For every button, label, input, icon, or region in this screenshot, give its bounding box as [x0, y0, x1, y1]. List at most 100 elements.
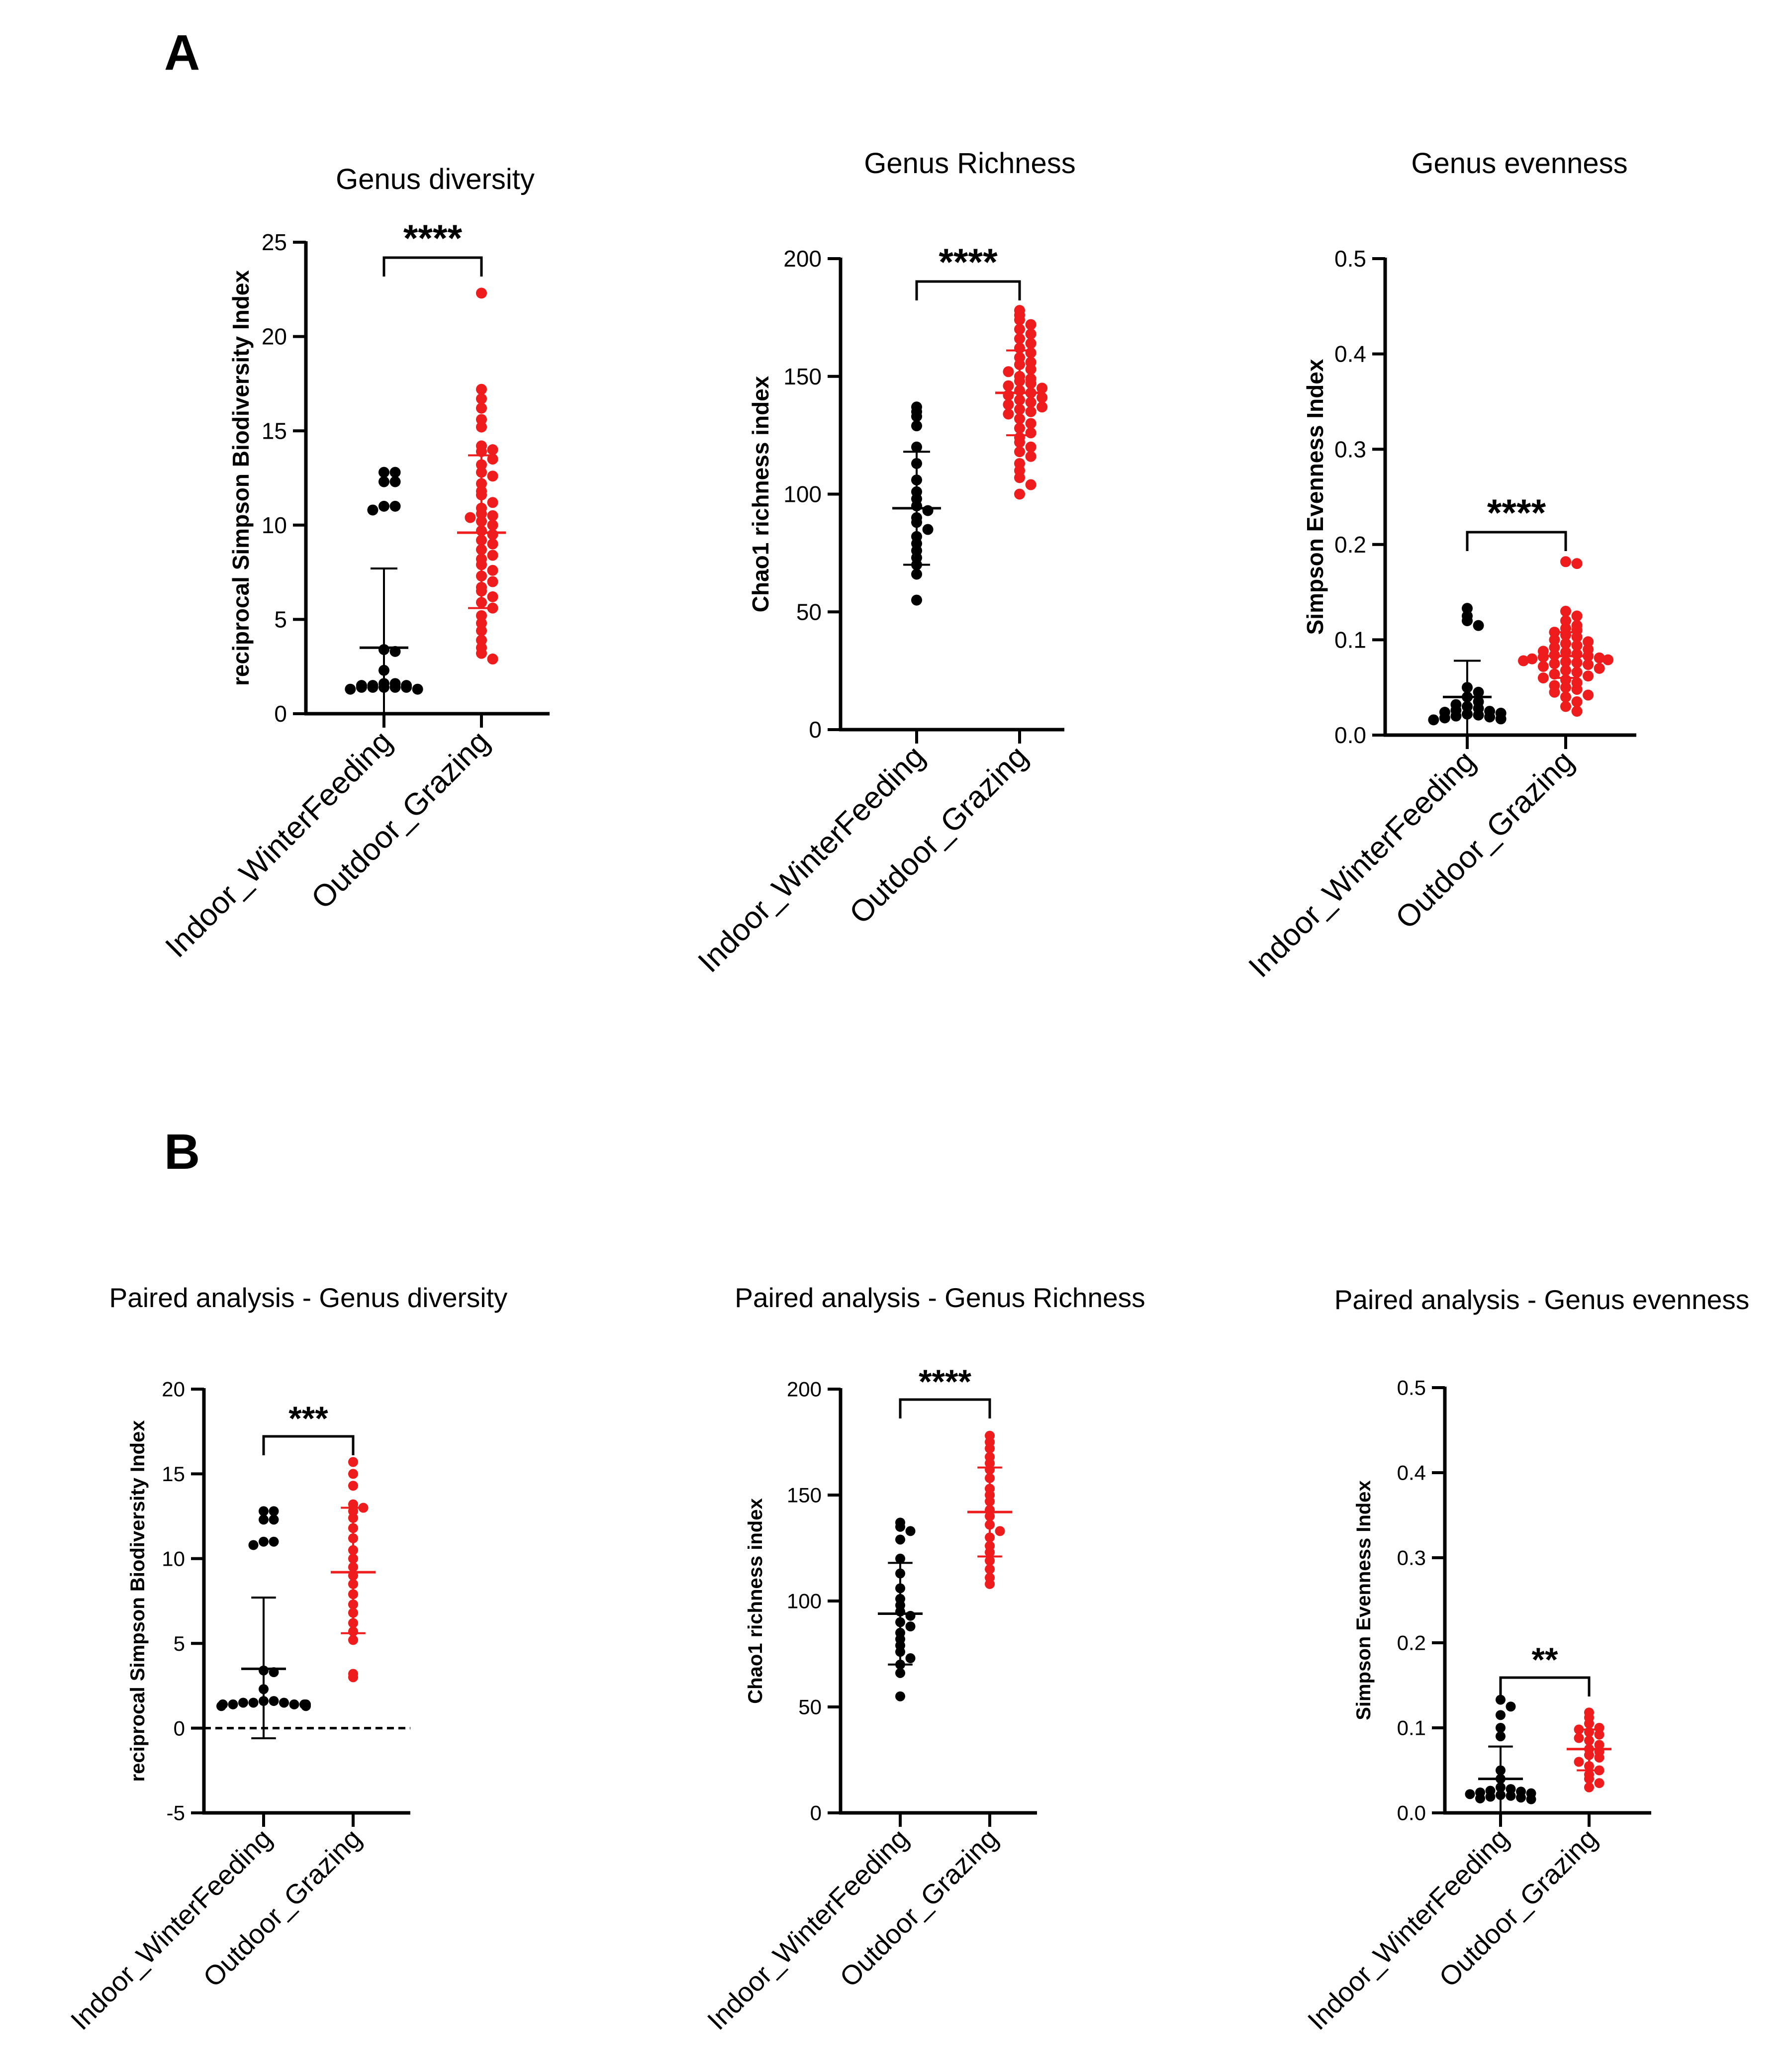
data-point [1439, 712, 1450, 724]
data-point [378, 500, 389, 512]
data-point [487, 471, 498, 482]
series-outdoor [1518, 556, 1613, 717]
panel-label-a: A [164, 25, 200, 81]
data-point [911, 568, 922, 580]
chart-a3: Genus evenness Simpson Evenness Index 0.0 0… [1242, 147, 1636, 984]
data-point [985, 1556, 995, 1566]
data-point [1473, 686, 1484, 698]
data-point [348, 1635, 358, 1645]
y-tick-label: 0.0 [1334, 722, 1366, 748]
data-point [248, 1540, 259, 1550]
x-category-label: Outdoor_Grazing [843, 739, 1035, 931]
data-point [269, 1696, 279, 1706]
data-point [985, 1579, 995, 1589]
data-point [1037, 382, 1048, 394]
chart-b1: Paired analysis - Genus diversity recipro… [65, 1282, 508, 2036]
data-point [389, 476, 401, 487]
data-point [1583, 636, 1594, 648]
data-point [1571, 610, 1583, 622]
data-point [476, 383, 487, 395]
data-point [487, 454, 498, 465]
data-point [1549, 668, 1560, 680]
chart-title: Genus diversity [336, 163, 535, 195]
significance-bracket [915, 280, 1021, 300]
data-point [476, 648, 487, 659]
chart-b2: Paired analysis - Genus Richness Chao1 ri… [701, 1282, 1145, 2036]
y-tick-label: 0.1 [1397, 1716, 1426, 1740]
x-category-label: Outdoor_Grazing [834, 1823, 1004, 1993]
data-point [279, 1697, 289, 1708]
data-point [1014, 446, 1025, 458]
data-point [1571, 666, 1583, 678]
data-point [1025, 451, 1037, 462]
data-point [1537, 661, 1549, 672]
data-point [1025, 427, 1037, 439]
data-point [269, 1506, 279, 1516]
data-point [1475, 1793, 1485, 1803]
x-category-label: Outdoor_Grazing [305, 724, 496, 916]
data-point [985, 1564, 995, 1575]
y-tick-label: 10 [162, 1547, 185, 1571]
data-point [476, 421, 487, 433]
data-point [1594, 652, 1605, 663]
data-point [487, 565, 498, 576]
y-tick-label: 150 [783, 364, 822, 389]
data-point [1571, 558, 1583, 569]
y-tick-label: 20 [262, 324, 287, 350]
data-point [389, 500, 401, 512]
data-point [1583, 659, 1594, 670]
data-point [1537, 672, 1549, 684]
data-point [248, 1697, 259, 1708]
data-point [228, 1699, 238, 1709]
data-point [238, 1697, 248, 1708]
x-category-label: Outdoor_Grazing [197, 1823, 367, 1993]
x-category-label: Outdoor_Grazing [1389, 744, 1581, 936]
y-tick-label: 100 [787, 1590, 822, 1613]
chart-a1: Genus diversity reciprocal Simpson Biodiv… [159, 163, 550, 964]
data-point [1014, 314, 1025, 326]
data-point [1037, 401, 1048, 413]
y-tick-label: 200 [787, 1378, 822, 1401]
data-point [269, 1536, 279, 1547]
data-point [922, 505, 934, 516]
data-point [389, 681, 401, 693]
y-tick-label: 0.0 [1397, 1801, 1426, 1825]
data-point [476, 287, 487, 299]
data-point [1473, 709, 1484, 721]
data-point [412, 683, 423, 695]
data-point [259, 1506, 269, 1516]
data-point [1560, 605, 1571, 617]
y-tick-label: 0.5 [1397, 1376, 1426, 1400]
data-point [1496, 1710, 1506, 1720]
data-point [1014, 488, 1025, 500]
data-point [487, 576, 498, 587]
data-point [1603, 654, 1613, 665]
series-indoor [345, 467, 423, 715]
data-point [1549, 642, 1560, 653]
chart-title: Paired analysis - Genus evenness [1334, 1284, 1750, 1315]
series-indoor [878, 1517, 923, 1701]
y-axis-label: reciprocal Simpson Biodiversity Index [228, 270, 254, 686]
data-point [1549, 634, 1560, 646]
data-point [401, 681, 412, 693]
data-point [1518, 655, 1529, 666]
data-point [259, 1514, 269, 1525]
y-tick-label: 200 [783, 246, 822, 272]
data-point [1594, 1752, 1604, 1763]
series-outdoor [995, 305, 1048, 500]
data-point [1571, 684, 1583, 695]
data-point [378, 476, 389, 487]
data-point [1560, 556, 1571, 567]
y-tick-label: 15 [162, 1462, 185, 1486]
y-tick-label: 0.1 [1334, 627, 1366, 653]
data-point [1014, 324, 1025, 335]
data-point [922, 524, 934, 535]
data-point [1549, 686, 1560, 698]
y-tick-label: 50 [798, 1695, 822, 1719]
data-point [1571, 696, 1583, 707]
data-point [1594, 1778, 1604, 1789]
significance-stars: **** [939, 241, 998, 283]
y-axis-label: Chao1 richness index [748, 376, 773, 612]
series-outdoor [457, 287, 506, 665]
